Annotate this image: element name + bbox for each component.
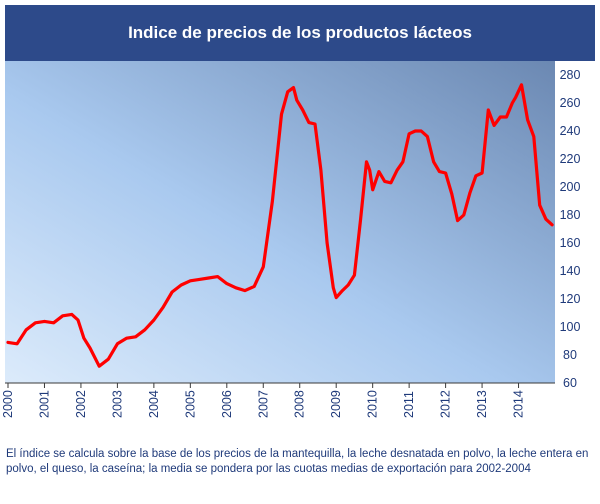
x-tick-label: 2013 <box>475 390 489 418</box>
series-line <box>6 83 554 368</box>
y-tick-label: 280 <box>560 68 581 82</box>
y-axis: 60 80 100 120 140 160 180 200 220 240 260 280 <box>560 68 581 390</box>
y-tick-label: 200 <box>560 180 581 194</box>
chart-header: Indice de precios de los productos lácte… <box>5 5 595 61</box>
y-tick-label: 260 <box>560 96 581 110</box>
y-tick-label: 80 <box>563 348 577 362</box>
x-tick-label: 2011 <box>402 391 416 418</box>
x-tick-label: 2006 <box>220 390 234 418</box>
x-tick-label: 2001 <box>37 390 51 418</box>
x-axis: 2000 2001 2002 2003 2004 2005 2006 2007 2008 2009… <box>1 383 526 418</box>
y-tick-label: 220 <box>560 152 581 166</box>
y-tick-label: 160 <box>560 236 581 250</box>
x-tick-label: 2007 <box>256 390 270 418</box>
y-tick-label: 180 <box>560 208 581 222</box>
y-tick-label: 140 <box>560 264 581 278</box>
x-tick-label: 2000 <box>1 390 15 418</box>
chart-title: Indice de precios de los productos lácte… <box>128 23 472 42</box>
x-tick-label: 2008 <box>293 390 307 418</box>
y-tick-label: 240 <box>560 124 581 138</box>
y-tick-label: 60 <box>563 376 577 390</box>
plot-area <box>5 61 555 383</box>
x-tick-label: 2012 <box>439 390 453 418</box>
x-tick-label: 2014 <box>512 390 526 418</box>
x-tick-label: 2004 <box>147 390 161 418</box>
x-tick-label: 2003 <box>110 390 124 418</box>
y-tick-label: 120 <box>560 292 581 306</box>
y-tick-label: 100 <box>560 320 581 334</box>
x-tick-label: 2005 <box>183 390 197 418</box>
x-tick-label: 2002 <box>74 390 88 418</box>
x-tick-label: 2010 <box>366 390 380 418</box>
x-tick-label: 2009 <box>329 390 343 418</box>
footnote: El índice se calcula sobre la base de lo… <box>6 448 589 475</box>
